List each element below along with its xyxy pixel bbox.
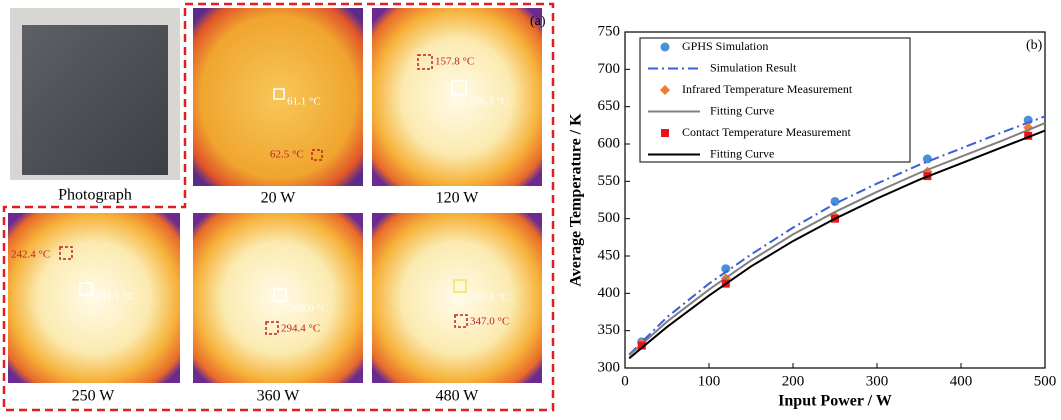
caption: 20 W: [261, 190, 297, 207]
thermal-image: [372, 8, 542, 186]
temp-label: 157.8 °C: [435, 56, 474, 68]
caption: 120 W: [436, 190, 480, 207]
thermal-image: [193, 213, 363, 383]
point: [1023, 122, 1034, 133]
y-tick-label: 600: [598, 135, 621, 151]
thermal-image: [372, 213, 542, 383]
temp-label: 347.0 °C: [470, 316, 509, 328]
curve: [628, 122, 1046, 357]
x-tick-label: 300: [866, 373, 889, 389]
temp-label: 61.1 °C: [287, 96, 321, 108]
legend-swatch: [661, 129, 669, 137]
caption: 480 W: [436, 388, 480, 405]
y-tick-label: 450: [598, 247, 621, 263]
x-tick-label: 100: [698, 373, 721, 389]
y-tick-label: 300: [598, 359, 621, 375]
y-axis-label: Average Temperature / K: [568, 113, 585, 287]
thermal-image: [193, 8, 363, 186]
photo: [22, 25, 168, 175]
caption: Photograph: [58, 187, 132, 204]
caption: 250 W: [72, 388, 116, 405]
point: [1024, 131, 1033, 140]
y-tick-label: 500: [598, 210, 621, 226]
curve: [628, 129, 1046, 360]
temp-label: 156.3 °C: [469, 96, 508, 108]
temp-label: 337.5 °C: [470, 292, 509, 304]
y-tick-label: 700: [598, 61, 621, 77]
panel-label: (b): [1026, 38, 1043, 53]
y-tick-label: 650: [598, 98, 621, 114]
y-tick-label: 550: [598, 173, 621, 189]
x-tick-label: 200: [782, 373, 805, 389]
legend-label: Fitting Curve: [710, 103, 774, 117]
dashed-frame: [2, 2, 555, 412]
legend-swatch: [660, 42, 670, 52]
point: [637, 341, 646, 350]
y-tick-label: 750: [598, 23, 621, 39]
legend-box: [639, 37, 911, 163]
curve: [628, 115, 1046, 356]
legend-label: Contact Temperature Measurement: [682, 125, 852, 139]
temp-label: 288.0 °C: [289, 303, 328, 315]
crosshairs: [59, 54, 468, 335]
x-tick-label: 0: [621, 373, 629, 389]
legend-label: Fitting Curve: [710, 146, 774, 160]
legend-label: Infrared Temperature Measurement: [682, 82, 853, 96]
plot-frame: [624, 31, 1046, 369]
caption: 360 W: [257, 388, 301, 405]
legend-label: Simulation Result: [710, 60, 797, 74]
temp-label: 242.4 °C: [11, 249, 50, 261]
panel-label: (a): [530, 14, 546, 29]
legend-label: GPHS Simulation: [682, 39, 768, 53]
y-tick-label: 400: [598, 285, 621, 301]
temp-label: 241.1 °C: [95, 291, 134, 303]
thermal-image: [8, 213, 180, 383]
x-tick-label: 500: [1034, 373, 1057, 389]
y-tick-label: 350: [598, 322, 621, 338]
point: [830, 196, 840, 206]
legend-swatch: [660, 85, 670, 95]
x-tick-label: 400: [950, 373, 973, 389]
temp-label: 294.4 °C: [281, 323, 320, 335]
temp-label: 62.5 °C: [270, 149, 304, 161]
x-axis-label: Input Power / W: [778, 393, 892, 410]
